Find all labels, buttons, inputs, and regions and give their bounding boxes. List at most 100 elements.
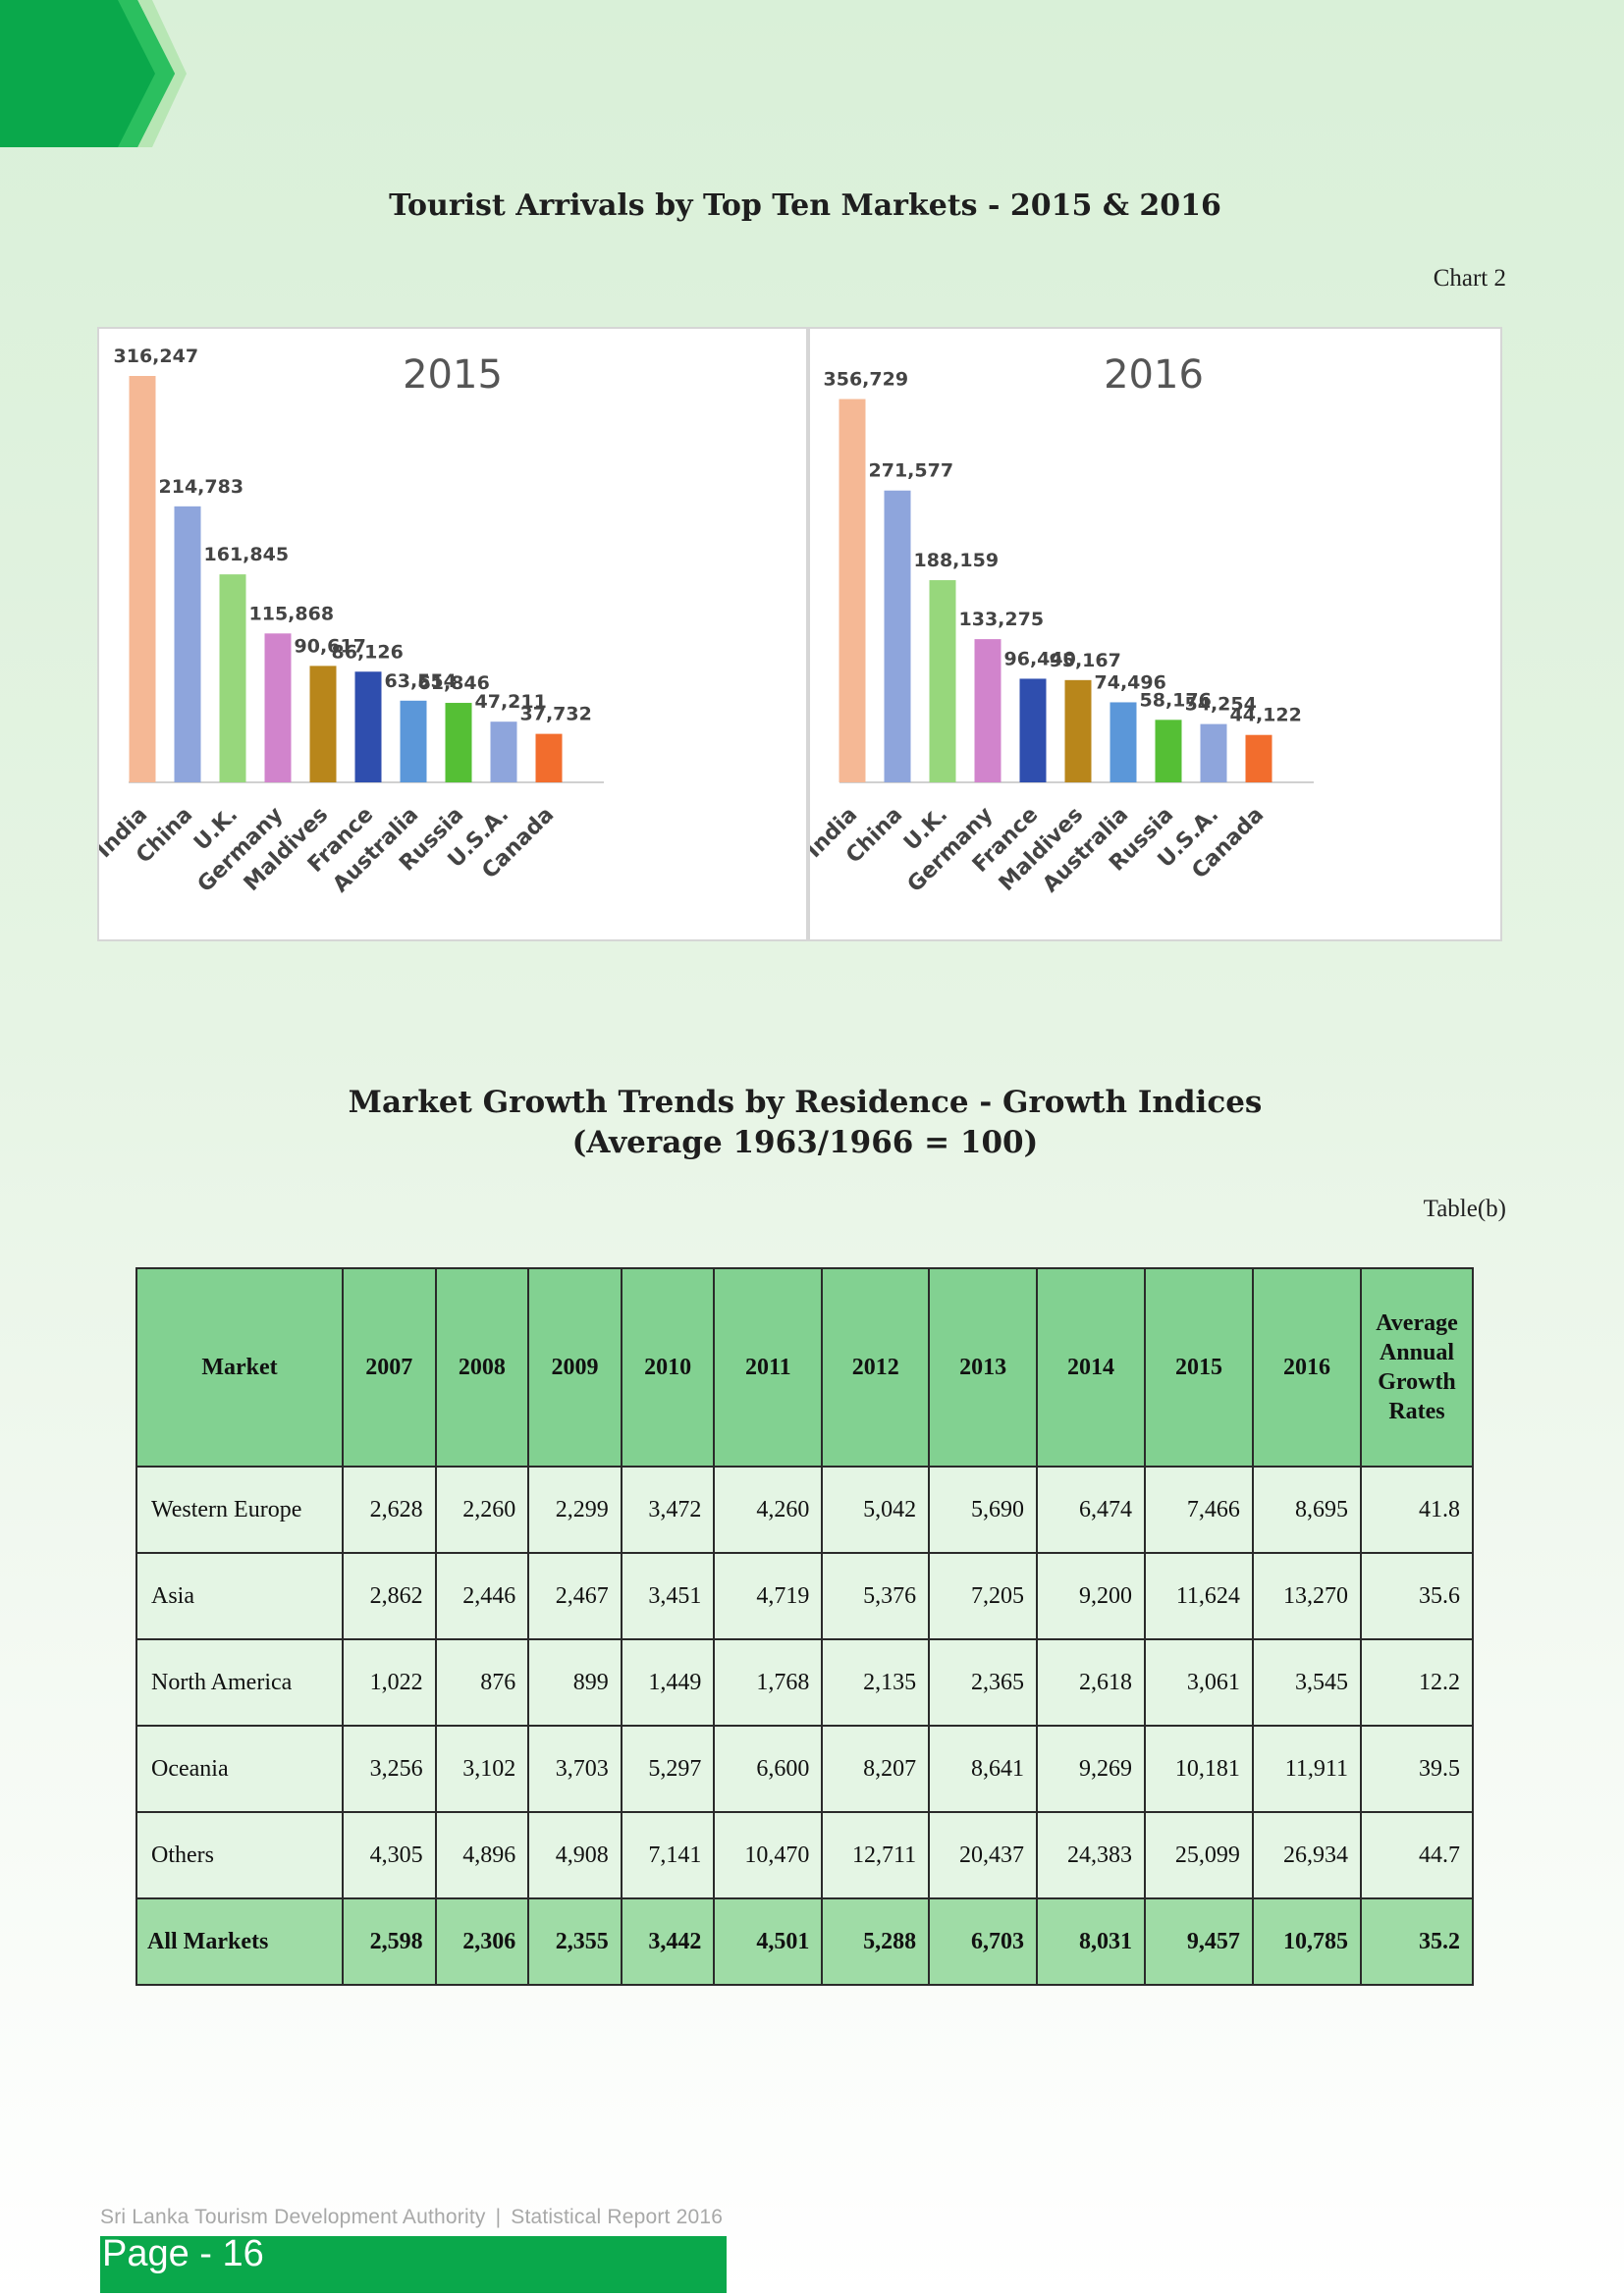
cell-value: 24,383 <box>1036 1811 1146 1899</box>
data-label: 214,783 <box>159 476 244 498</box>
cell-value: 6,474 <box>1036 1466 1146 1554</box>
cell-value: 1,449 <box>620 1638 716 1727</box>
table-row: North America 1,022 876 899 1,449 1,768 2,135 2… <box>135 1638 1474 1727</box>
bar-canada <box>1245 734 1272 782</box>
cell-value: 5,376 <box>821 1552 931 1640</box>
data-label: 37,732 <box>520 704 592 725</box>
cell-value: 4,305 <box>342 1811 437 1899</box>
header-year: 2011 <box>713 1267 824 1468</box>
chevron-inner <box>0 0 175 147</box>
data-label: 95,167 <box>1050 650 1121 671</box>
data-label: 54,254 <box>1185 694 1257 716</box>
cell-market: Western Europe <box>135 1466 344 1554</box>
data-label: 115,868 <box>249 603 335 624</box>
bar-china <box>174 506 201 782</box>
footer-org: Sri Lanka Tourism Development Authority <box>100 2206 486 2228</box>
chart-title: 2016 <box>1104 352 1204 398</box>
cell-average: 44.7 <box>1360 1811 1474 1899</box>
bar-russia <box>445 703 472 782</box>
cell-market: Others <box>135 1811 344 1899</box>
cell-value: 2,355 <box>527 1897 623 1986</box>
bar-canada <box>535 733 563 782</box>
cell-value: 899 <box>527 1638 623 1727</box>
header-year: 2012 <box>821 1267 931 1468</box>
table-total-row: All Markets 2,598 2,306 2,355 3,442 4,501 5,28… <box>135 1897 1474 1986</box>
table-row: Western Europe 2,628 2,260 2,299 3,472 4,260 5… <box>135 1466 1474 1554</box>
cell-value: 2,260 <box>434 1466 530 1554</box>
cell-value: 4,501 <box>713 1897 824 1986</box>
header-avg-line: Rates <box>1388 1399 1445 1424</box>
data-label: 96,440 <box>1004 648 1076 669</box>
bar-germany <box>974 639 1001 782</box>
cell-value: 2,306 <box>434 1897 530 1986</box>
header-year: 2014 <box>1036 1267 1146 1468</box>
header-year: 2007 <box>342 1267 437 1468</box>
cell-average: 39.5 <box>1360 1725 1474 1813</box>
cell-market: North America <box>135 1638 344 1727</box>
data-label: 44,122 <box>1230 705 1302 726</box>
table-section-title: Market Growth Trends by Residence - Grow… <box>0 1083 1610 1163</box>
cell-value: 26,934 <box>1251 1811 1363 1899</box>
cell-value: 9,200 <box>1036 1552 1146 1640</box>
footer-credit: Sri Lanka Tourism Development Authority |… <box>100 2206 723 2229</box>
bar-uk <box>219 574 246 782</box>
bar-russia <box>1155 720 1182 782</box>
data-label: 47,211 <box>475 691 547 713</box>
cell-value: 10,470 <box>713 1811 824 1899</box>
header-year: 2008 <box>434 1267 530 1468</box>
cell-value: 8,207 <box>821 1725 931 1813</box>
cell-value: 25,099 <box>1143 1811 1254 1899</box>
cell-value: 10,181 <box>1143 1725 1254 1813</box>
cell-value: 3,061 <box>1143 1638 1254 1727</box>
cell-value: 5,297 <box>620 1725 716 1813</box>
cell-market: Oceania <box>135 1725 344 1813</box>
cell-value: 7,205 <box>928 1552 1039 1640</box>
bar-maldives <box>1064 679 1092 782</box>
table-header-row: Market 2007 2008 2009 2010 2011 2012 201… <box>135 1267 1474 1468</box>
chart-panel-2016: 2016 356,729 India 271,577 China 188,159 U.K. 1… <box>808 327 1502 941</box>
header-avg-line: Annual <box>1379 1340 1455 1365</box>
cell-value: 9,457 <box>1143 1897 1254 1986</box>
bar-india <box>839 399 866 782</box>
cell-value: 12,711 <box>821 1811 931 1899</box>
cell-value: 2,467 <box>527 1552 623 1640</box>
header-year: 2010 <box>620 1267 716 1468</box>
data-label: 86,126 <box>332 641 404 663</box>
bar-chart-2016: 2016356,729India271,577China188,159U.K.1… <box>810 352 1314 897</box>
bar-india <box>129 376 156 782</box>
footer-separator: | <box>495 2206 502 2228</box>
cell-value: 2,598 <box>342 1897 437 1986</box>
cell-value: 4,908 <box>527 1811 623 1899</box>
cell-value: 6,600 <box>713 1725 824 1813</box>
bar-australia <box>400 700 427 782</box>
cell-value: 2,628 <box>342 1466 437 1554</box>
chart-panel-2015: 2015 316,247 India 214,783 China 161,845 U.K. 1… <box>97 327 808 941</box>
bar-usa <box>490 721 517 782</box>
data-label: 161,845 <box>204 544 290 565</box>
table-reference: Table(b) <box>1423 1196 1506 1222</box>
table-row: Oceania 3,256 3,102 3,703 5,297 6,600 8,207 8,6… <box>135 1725 1474 1813</box>
chart-section-title: Tourist Arrivals by Top Ten Markets - 20… <box>389 188 1221 223</box>
cell-value: 7,141 <box>620 1811 716 1899</box>
bar-australia <box>1110 702 1137 782</box>
chart-reference: Chart 2 <box>1433 265 1506 292</box>
cell-value: 1,022 <box>342 1638 437 1727</box>
cell-average: 35.6 <box>1360 1552 1474 1640</box>
header-year: 2015 <box>1143 1267 1254 1468</box>
cell-value: 2,365 <box>928 1638 1039 1727</box>
table-row: Others 4,305 4,896 4,908 7,141 10,470 12,711 20… <box>135 1811 1474 1899</box>
cell-value: 3,102 <box>434 1725 530 1813</box>
footer-bar <box>100 2236 727 2293</box>
cell-value: 2,135 <box>821 1638 931 1727</box>
bar-france <box>1019 678 1047 782</box>
footer-report: Statistical Report 2016 <box>511 2206 724 2228</box>
table-title-line1: Market Growth Trends by Residence - Grow… <box>348 1085 1263 1120</box>
cell-value: 5,288 <box>821 1897 931 1986</box>
table-title-line2: (Average 1963/1966 = 100) <box>571 1125 1039 1160</box>
cell-value: 6,703 <box>928 1897 1039 1986</box>
chart-title: 2015 <box>403 352 503 398</box>
data-label: 133,275 <box>959 609 1045 630</box>
cell-value: 13,270 <box>1251 1552 1363 1640</box>
cell-value: 7,466 <box>1143 1466 1254 1554</box>
cell-value: 4,896 <box>434 1811 530 1899</box>
